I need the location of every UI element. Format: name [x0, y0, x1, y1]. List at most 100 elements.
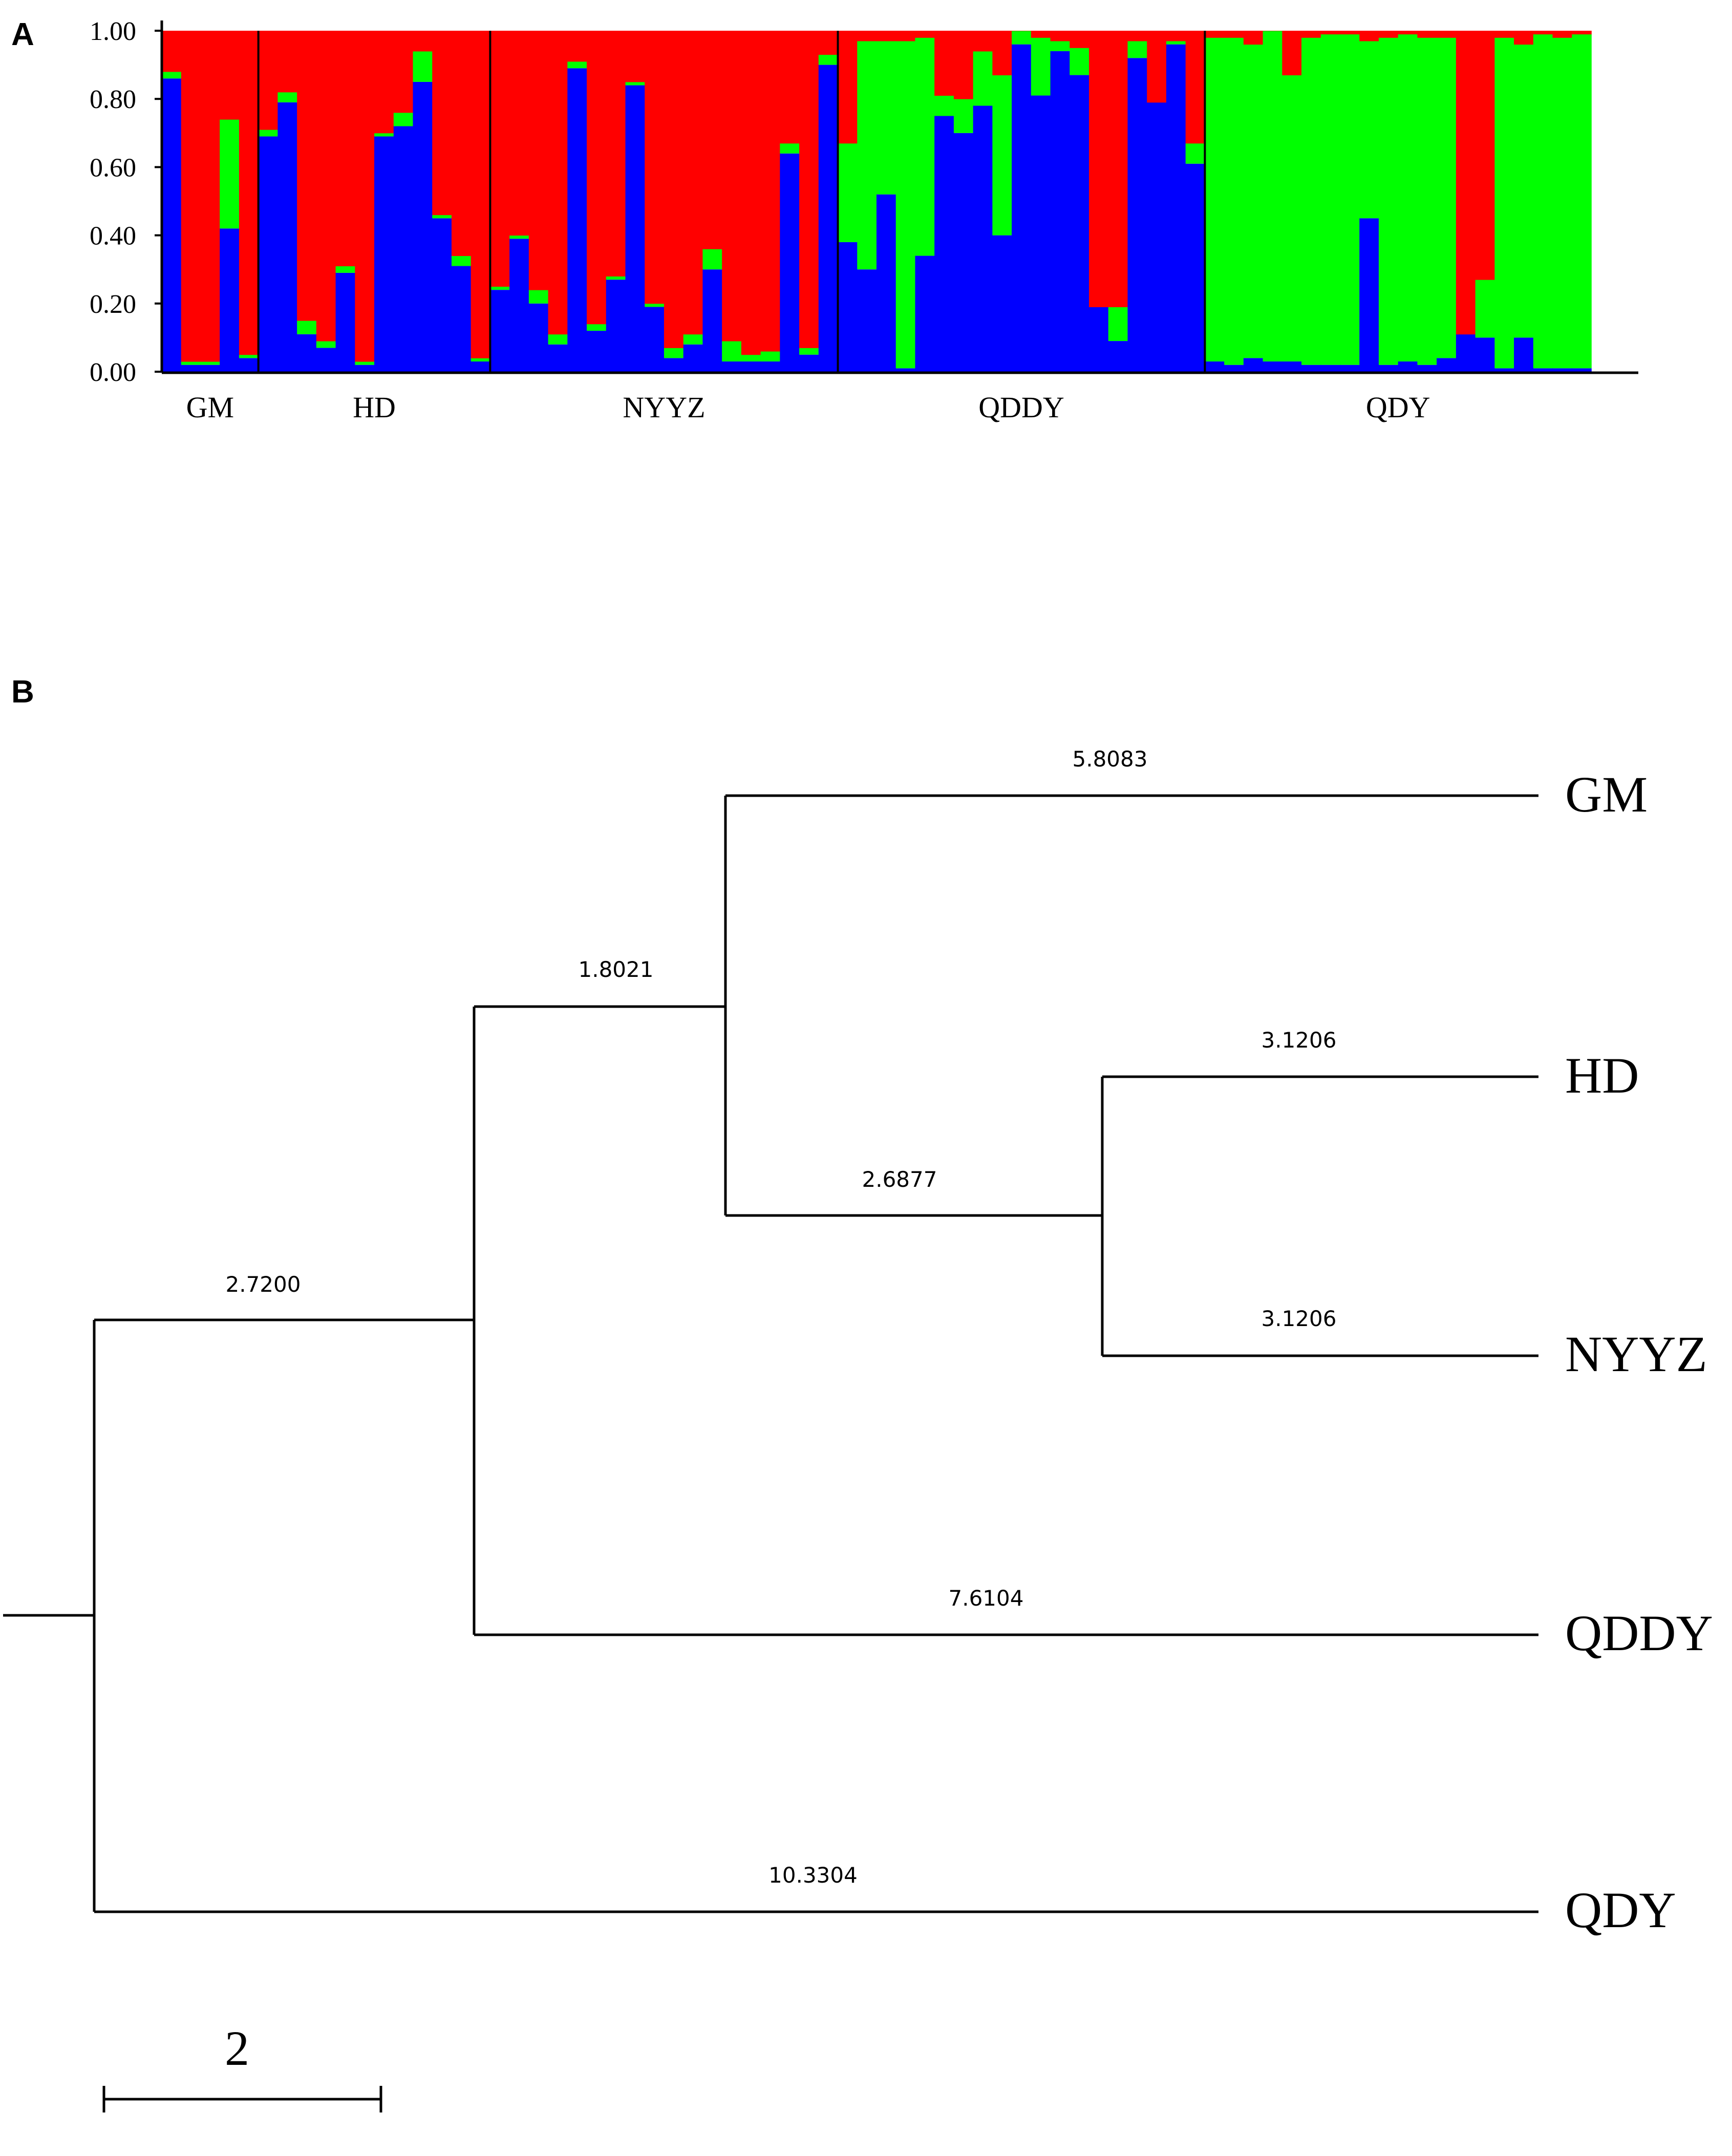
bar-segment-green	[1224, 37, 1244, 365]
bar-segment-red	[625, 31, 646, 82]
bar-segment-red	[509, 31, 529, 236]
bar-segment-blue	[1494, 368, 1514, 372]
bar-segment-red	[1301, 31, 1321, 38]
bar-segment-green	[799, 348, 819, 355]
bar-segment-blue	[1398, 361, 1418, 372]
bar-segment-red	[1572, 31, 1592, 35]
bar-segment-red	[1166, 31, 1186, 41]
bar-segment-blue	[1166, 44, 1186, 372]
bar-segment-red	[393, 31, 414, 113]
bar-segment-green	[432, 215, 452, 219]
bar-segment-blue	[1031, 95, 1051, 372]
bar-segment-green	[780, 143, 800, 154]
bar-segment-red	[838, 31, 858, 144]
bar-segment-blue	[992, 235, 1012, 372]
bar-segment-blue	[1070, 75, 1089, 372]
bar-segment-blue	[1224, 365, 1244, 372]
bar-segment-blue	[200, 365, 220, 372]
branch-label-nyyz: 3.1206	[1261, 1306, 1337, 1331]
bar-segment-green	[509, 235, 529, 239]
tip-label-gm: GM	[1565, 766, 1648, 823]
tip-label-hd: HD	[1565, 1047, 1639, 1104]
bar-segment-green	[1533, 34, 1553, 369]
bar-segment-green	[625, 81, 646, 86]
bar-segment-blue	[1378, 365, 1399, 372]
bar-segment-blue	[702, 269, 722, 372]
bar-segment-red	[1552, 31, 1573, 38]
bar-segment-blue	[1147, 102, 1167, 372]
bar-segment-green	[895, 40, 916, 369]
tip-label-qdy: QDY	[1565, 1882, 1676, 1938]
bar-segment-green	[1494, 37, 1514, 369]
bar-segment-green	[934, 95, 954, 116]
bar-segment-red	[1378, 31, 1399, 38]
bar-segment-blue	[355, 365, 375, 372]
bar-segment-blue	[1127, 58, 1148, 372]
bar-segment-blue	[934, 116, 954, 372]
bar-segment-green	[355, 361, 375, 365]
y-axis: 0.00 0.20 0.40 0.60 0.80 1.00	[90, 17, 163, 387]
bar-segment-green	[645, 303, 665, 307]
branch-label-qdy: 10.3304	[768, 1863, 858, 1888]
bar-segment-green	[857, 40, 877, 270]
bar-segment-blue	[413, 81, 433, 372]
bar-segment-green	[1243, 44, 1264, 358]
bar-segment-green	[683, 334, 703, 345]
bar-segment-blue	[528, 303, 549, 372]
bar-segment-blue	[1437, 358, 1457, 372]
bar-segment-red	[1127, 31, 1148, 41]
bar-segment-red	[645, 31, 665, 304]
bar-segment-blue	[1533, 368, 1553, 372]
bar-segment-green	[335, 266, 356, 273]
bar-segment-green	[741, 354, 761, 362]
dendrogram	[3, 794, 1538, 1913]
tip-label-nyyz: NYYZ	[1565, 1326, 1707, 1382]
bar-segment-blue	[606, 280, 626, 372]
bar-segment-green	[1301, 37, 1321, 365]
bar-segment-blue	[1089, 307, 1109, 372]
bar-segment-green	[702, 249, 722, 270]
bar-segment-red	[1185, 31, 1206, 144]
bar-segment-red	[1320, 31, 1341, 35]
bar-segment-green	[606, 276, 626, 280]
bar-segment-red	[1514, 31, 1534, 45]
bar-segment-red	[722, 31, 742, 341]
bar-segment-red	[953, 31, 974, 99]
bar-segment-red	[277, 31, 297, 93]
bar-segment-red	[297, 31, 317, 321]
bar-segment-green	[200, 361, 220, 365]
bar-segment-blue	[1320, 365, 1341, 372]
bar-segment-green	[1475, 280, 1495, 338]
bar-segment-red	[451, 31, 472, 257]
bar-segment-blue	[818, 65, 839, 372]
bar-segment-blue	[1205, 361, 1225, 372]
panel-a-letter: A	[11, 17, 34, 52]
bar-segment-blue	[683, 344, 703, 372]
bar-segment-blue	[664, 358, 684, 372]
bar-segment-red	[220, 31, 240, 120]
bar-segment-green	[818, 54, 839, 65]
bar-segment-blue	[722, 361, 742, 372]
bar-segment-red	[1224, 31, 1244, 38]
bar-segment-red	[548, 31, 568, 335]
bar-segment-green	[297, 321, 317, 334]
bar-segment-green	[567, 61, 587, 69]
bar-segment-green	[953, 99, 974, 133]
bar-segment-green	[181, 361, 201, 365]
bar-segment-red	[818, 31, 839, 55]
bar-segment-red	[760, 31, 781, 352]
bar-segment-red	[200, 31, 220, 362]
bar-segment-blue	[451, 266, 472, 372]
bar-segment-blue	[1263, 361, 1283, 372]
branch-label-gm: 5.8083	[1073, 746, 1148, 772]
bar-segment-blue	[587, 331, 607, 372]
bar-segment-green	[664, 348, 684, 358]
bar-segment-green	[258, 130, 279, 137]
bar-segment-blue	[1340, 365, 1360, 372]
structure-plot: 0.00 0.20 0.40 0.60 0.80 1.00 GM HD NYYZ QDDY QDY	[90, 17, 1638, 424]
bar-segment-blue	[548, 344, 568, 372]
bar-segment-green	[528, 290, 549, 304]
bar-segment-green	[973, 51, 993, 106]
bar-segment-red	[876, 31, 896, 41]
branch-label-hd: 3.1206	[1261, 1028, 1337, 1053]
